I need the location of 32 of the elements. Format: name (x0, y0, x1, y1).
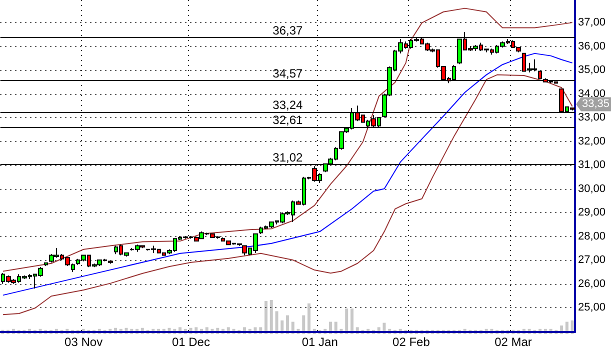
y-tick-label: 32,00 (578, 135, 606, 148)
ref-line-label: 32,61 (272, 112, 303, 127)
y-tick-label: 29,00 (578, 206, 606, 219)
bar (264, 301, 268, 334)
y-tick-label: 26,00 (578, 278, 606, 290)
ref-line-label: 31,02 (272, 150, 303, 165)
y-tick-label: 33,00 (578, 112, 606, 124)
bar (350, 308, 354, 334)
y-tick-label: 36,00 (578, 40, 606, 52)
y-tick-label: 34,00 (578, 88, 606, 100)
ref-line-label: 33,24 (272, 98, 303, 112)
x-tick-label: 01 Jan (302, 335, 338, 348)
y-tick-label: 31,00 (578, 159, 606, 172)
y-tick-label: 25,00 (578, 302, 606, 314)
x-tick-label: 03 Nov (64, 335, 103, 348)
y-tick-label: 30,00 (578, 182, 606, 195)
bar (275, 311, 278, 334)
y-tick-label: 37,00 (578, 16, 606, 29)
y-tick-label: 35,00 (578, 64, 606, 76)
y-tick-label: 27,00 (578, 254, 606, 266)
text: 33,35 (582, 98, 610, 110)
bar (307, 303, 310, 334)
line-series (2, 52, 573, 296)
y-tick-label: 28,00 (578, 230, 606, 242)
x-tick-label: 02 Mar (494, 335, 532, 348)
bar (345, 308, 348, 334)
x-tick-label: 01 Dec (172, 335, 210, 348)
x-tick-label: 02 Feb (392, 335, 430, 348)
line-series (2, 8, 573, 272)
bar (270, 300, 273, 334)
ref-line-label: 34,57 (272, 66, 303, 80)
ref-line-label: 36,37 (272, 24, 303, 38)
